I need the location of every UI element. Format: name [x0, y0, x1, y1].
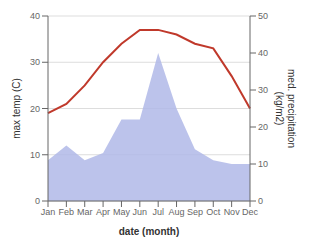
- svg-text:40: 40: [258, 48, 268, 58]
- svg-text:50: 50: [258, 11, 268, 21]
- svg-text:10: 10: [30, 150, 40, 160]
- svg-text:Jan: Jan: [41, 207, 56, 217]
- svg-text:20: 20: [258, 122, 268, 132]
- svg-text:Mar: Mar: [77, 207, 93, 217]
- svg-text:Sep: Sep: [187, 207, 203, 217]
- svg-text:med. precipitation(kg/m2): med. precipitation(kg/m2): [274, 69, 297, 148]
- svg-text:30: 30: [30, 57, 40, 67]
- svg-text:May: May: [113, 207, 131, 217]
- svg-text:Aug: Aug: [169, 207, 185, 217]
- svg-text:20: 20: [30, 104, 40, 114]
- svg-text:0: 0: [258, 196, 263, 206]
- svg-text:0: 0: [35, 196, 40, 206]
- svg-text:Feb: Feb: [59, 207, 75, 217]
- svg-text:max temp (C): max temp (C): [11, 78, 22, 139]
- svg-text:10: 10: [258, 159, 268, 169]
- svg-text:date (month): date (month): [119, 226, 180, 237]
- svg-text:30: 30: [258, 85, 268, 95]
- svg-text:40: 40: [30, 11, 40, 21]
- svg-text:Jul: Jul: [152, 207, 164, 217]
- svg-text:Oct: Oct: [206, 207, 221, 217]
- svg-text:Dec: Dec: [242, 207, 259, 217]
- svg-text:Apr: Apr: [96, 207, 110, 217]
- svg-text:Jun: Jun: [133, 207, 148, 217]
- svg-text:Nov: Nov: [224, 207, 241, 217]
